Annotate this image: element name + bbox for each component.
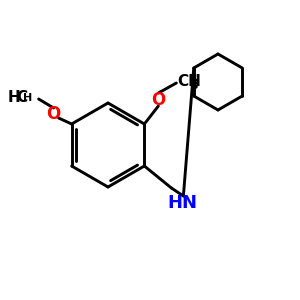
Text: C: C: [16, 91, 28, 106]
Text: H: H: [8, 91, 21, 106]
Text: 3: 3: [190, 81, 198, 91]
Text: O: O: [151, 91, 166, 109]
Text: O: O: [46, 105, 61, 123]
Text: H: H: [23, 93, 33, 103]
Text: CH: CH: [177, 74, 201, 89]
Text: HN: HN: [167, 194, 197, 212]
